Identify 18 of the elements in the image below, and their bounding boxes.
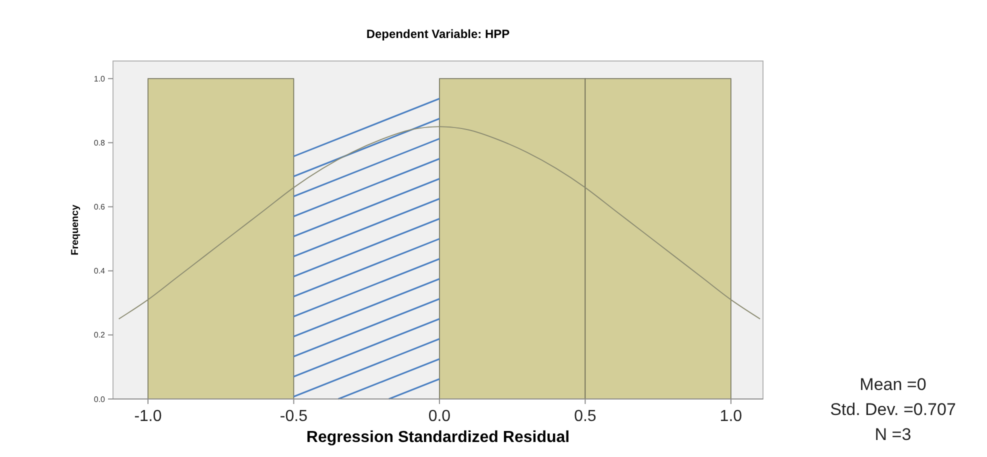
y-tick-label: 0.0: [94, 394, 106, 404]
y-tick-label: 0.2: [94, 330, 106, 340]
x-tick-label: -1.0: [134, 408, 162, 425]
y-tick-label: 0.8: [94, 138, 106, 148]
x-tick-label: 0.5: [574, 408, 596, 425]
y-axis-title: Frequency: [70, 204, 81, 256]
x-tick-label: 0.0: [428, 408, 451, 425]
text: Std. Dev. =0.707: [830, 400, 956, 419]
y-tick-label: 1.0: [94, 74, 106, 84]
text: N =3: [874, 425, 912, 444]
x-tick-label: -0.5: [280, 408, 308, 425]
chart-title: Dependent Variable: HPP: [366, 27, 510, 41]
x-axis-title: Regression Standardized Residual: [306, 429, 570, 446]
x-tick-label: 1.0: [720, 408, 742, 425]
line-series: [118, 126, 761, 320]
text: Mean =0: [860, 375, 926, 394]
y-tick-label: 0.4: [94, 266, 106, 276]
y-tick-label: 0.6: [94, 202, 106, 212]
